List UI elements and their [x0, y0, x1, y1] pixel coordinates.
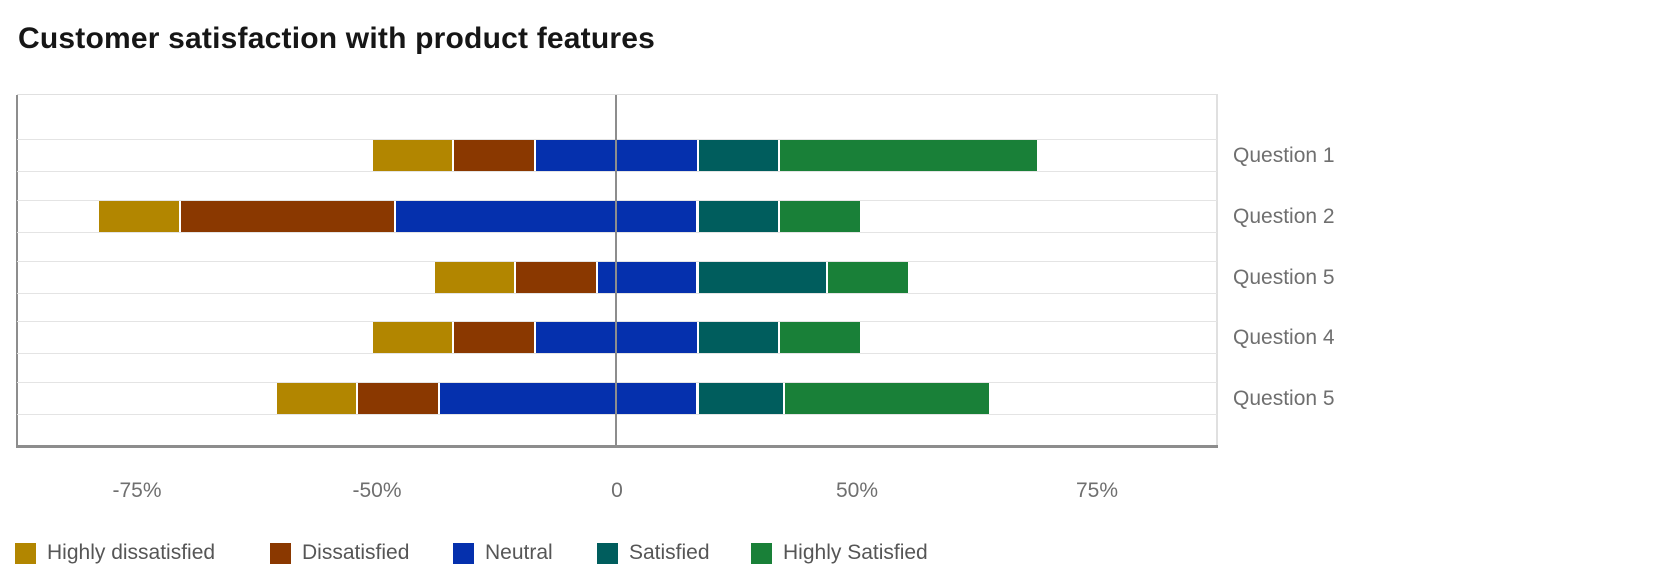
legend-item-neutral[interactable]: Neutral: [453, 541, 553, 565]
legend-swatch-highly-dissatisfied: [15, 542, 36, 564]
row-label-2: Question 2: [1233, 204, 1335, 228]
x-tick-label: 50%: [835, 479, 879, 502]
bar-segment-highly-satisfied[interactable]: [828, 262, 908, 293]
y-axis-line: [16, 95, 18, 448]
chart-title: Customer satisfaction with product featu…: [18, 22, 656, 55]
row-gridline: [17, 293, 1217, 294]
x-tick-label: 0: [611, 479, 623, 502]
bar-segment-neutral[interactable]: [439, 383, 697, 414]
row-label-3: Question 5: [1233, 265, 1335, 289]
bar-segment-dissatisfied[interactable]: [454, 322, 534, 353]
legend-item-highly-dissatisfied[interactable]: Highly dissatisfied: [15, 541, 215, 565]
row-gridline: [17, 232, 1217, 233]
row-gridline: [17, 321, 1217, 322]
bar-segment-dissatisfied[interactable]: [358, 383, 438, 414]
row-gridline: [17, 200, 1217, 201]
bar-segment-highly-satisfied[interactable]: [780, 322, 860, 353]
legend-label: Highly dissatisfied: [47, 541, 216, 564]
bar-segment-highly-satisfied[interactable]: [780, 201, 860, 232]
legend-item-dissatisfied[interactable]: Dissatisfied: [270, 541, 409, 565]
row-gridline: [17, 139, 1217, 140]
bar-segment-highly-satisfied[interactable]: [780, 140, 1037, 171]
x-tick-label: 75%: [1075, 479, 1119, 502]
plot-border-top: [17, 94, 1217, 95]
bar-segment-highly-dissatisfied[interactable]: [276, 383, 357, 414]
bar-segment-satisfied[interactable]: [698, 322, 778, 353]
plot-border-right: [1216, 94, 1218, 448]
bar-segment-highly-dissatisfied[interactable]: [434, 262, 515, 293]
legend-item-highly-satisfied[interactable]: Highly Satisfied: [751, 541, 928, 565]
bar-segment-satisfied[interactable]: [698, 201, 778, 232]
bar-segment-highly-dissatisfied[interactable]: [372, 140, 452, 171]
row-label-1: Question 1: [1233, 143, 1335, 167]
bar-segment-satisfied[interactable]: [698, 262, 826, 293]
bar-segment-neutral[interactable]: [396, 201, 697, 232]
legend-swatch-highly-satisfied: [751, 542, 772, 564]
row-gridline: [17, 382, 1217, 383]
legend-swatch-neutral: [453, 542, 474, 564]
row-label-5: Question 5: [1233, 386, 1335, 410]
bar-segment-neutral[interactable]: [597, 262, 697, 293]
bar-segment-dissatisfied[interactable]: [180, 201, 395, 232]
row-gridline: [17, 261, 1217, 262]
zero-baseline: [615, 95, 617, 446]
bar-segment-highly-satisfied[interactable]: [784, 383, 989, 414]
legend-swatch-satisfied: [597, 542, 618, 564]
bar-segment-satisfied[interactable]: [698, 140, 778, 171]
bar-segment-dissatisfied[interactable]: [454, 140, 534, 171]
legend-label: Satisfied: [629, 541, 710, 564]
bar-segment-dissatisfied[interactable]: [516, 262, 596, 293]
legend-label: Dissatisfied: [302, 541, 410, 564]
row-gridline: [17, 171, 1217, 172]
row-gridline: [17, 353, 1217, 354]
row-gridline: [17, 414, 1217, 415]
legend-label: Highly Satisfied: [783, 541, 928, 564]
row-label-4: Question 4: [1233, 325, 1335, 349]
legend-label: Neutral: [485, 541, 553, 564]
x-axis-line: [16, 445, 1218, 448]
legend-item-satisfied[interactable]: Satisfied: [597, 541, 710, 565]
bar-segment-highly-dissatisfied[interactable]: [372, 322, 452, 353]
x-tick-label: -75%: [112, 479, 162, 502]
legend-swatch-dissatisfied: [270, 542, 291, 564]
bar-segment-highly-dissatisfied[interactable]: [99, 201, 179, 232]
x-tick-label: -50%: [352, 479, 402, 502]
bar-segment-satisfied[interactable]: [698, 383, 783, 414]
